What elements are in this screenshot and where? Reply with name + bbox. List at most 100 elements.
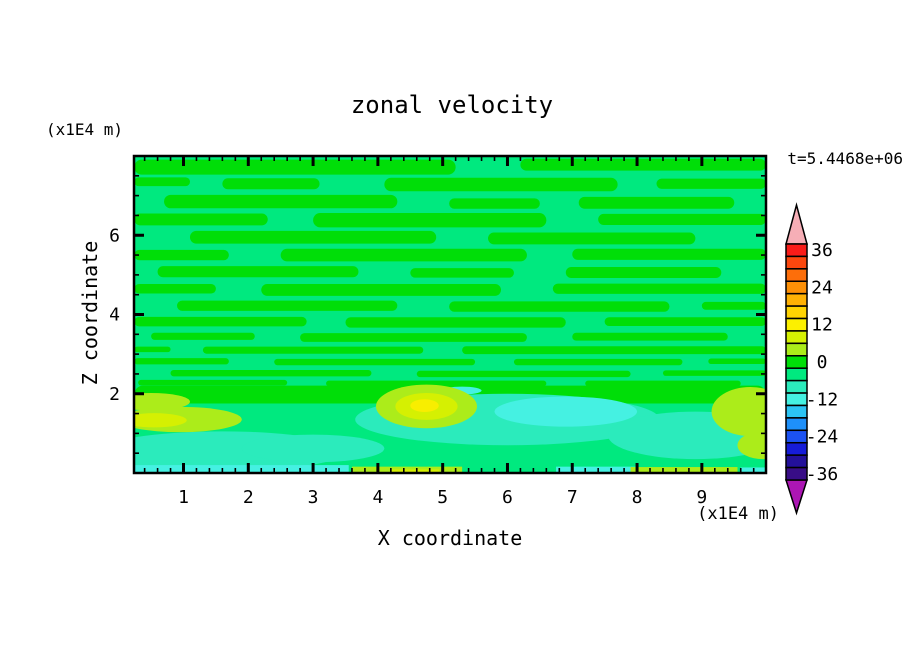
colorbar-box [785,280,808,295]
colorbar-box [785,417,808,432]
colorbar-box [785,292,808,307]
bottom-strip-chartreuse [630,467,738,473]
positive-velocity-streak [572,332,728,341]
positive-velocity-streak [134,213,268,226]
axis-ticks [134,156,766,473]
positive-velocity-streak [134,316,307,327]
z-axis-unit-label: (x1E4 m) [46,120,123,139]
bottom-strip-cyan [556,466,638,473]
x-tick-label: 1 [178,487,189,508]
positive-velocity-streak [189,230,437,244]
positive-velocity-streak [164,194,398,209]
z-axis-title: Z coordinate [78,241,102,386]
positive-velocity-streak [170,369,372,377]
contour-field [134,156,766,473]
x-tick-label: 2 [243,487,254,508]
axis-tick-labels: 1 2 3 4 5 6 7 8 9 2 4 6 [109,225,707,508]
positive-velocity-streak [177,300,398,311]
colorbar-label: 24 [811,277,833,298]
colorbar-label: 36 [811,240,833,261]
colorbar-label: 0 [817,352,828,373]
positive-velocity-streak [151,332,255,340]
positive-velocity-streak [134,249,229,261]
positive-velocity-streak [313,213,547,228]
bottom-strip-cyan [134,465,349,473]
positive-velocity-streak [274,358,476,366]
colorbar-box [785,454,808,469]
positive-velocity-streak [157,266,359,278]
positive-velocity-streak [585,380,741,387]
velocity-patch-chartreuse [737,431,766,460]
time-stamp-label: t=5.4468e+06 [787,149,903,168]
colorbar-over-arrow [785,202,808,245]
colorbar-label: -24 [806,427,839,448]
positive-velocity-streak [520,158,766,171]
plot-title: zonal velocity [351,91,553,119]
velocity-patch-cyan [494,396,638,427]
colorbar-box [785,342,808,357]
positive-velocity-streak [202,346,424,354]
colorbar-box [785,441,808,456]
positive-velocity-streak [384,177,618,192]
positive-velocity-streak [280,248,527,262]
colorbar: 36 24 12 0 -12 -24 -36 [784,202,839,516]
positive-velocity-streak [513,358,683,366]
positive-velocity-streak [410,268,514,278]
positive-velocity-streak [462,346,766,355]
bottom-strip-yellowgreen [390,469,440,473]
colorbar-box [785,392,808,407]
positive-velocity-streak [134,358,229,365]
velocity-patch-yellow [410,399,439,412]
positive-velocity-streak [134,346,171,353]
positive-velocity-streak [345,317,566,328]
velocity-patch-yellowgreen [134,413,187,428]
positive-velocity-streak [222,178,320,190]
positive-velocity-streak [449,198,540,209]
positive-velocity-streak [300,333,527,342]
positive-velocity-streak [138,379,288,386]
x-tick-label: 7 [567,487,578,508]
x-tick-label: 4 [372,487,383,508]
x-tick-label: 9 [696,487,707,508]
z-tick-label: 4 [109,305,120,326]
positive-velocity-streak [598,213,766,225]
positive-velocity-streak [656,178,766,189]
positive-velocity-streak [449,301,670,312]
velocity-patch-aqua [241,434,385,463]
colorbar-box [785,305,808,320]
z-tick-label: 2 [109,384,120,405]
positive-velocity-streak [701,301,766,310]
positive-velocity-streak [326,380,547,387]
positive-velocity-streak [552,283,766,294]
colorbar-box [785,317,808,332]
x-axis-unit-label: (x1E4 m) [697,504,779,524]
colorbar-box [785,429,808,444]
velocity-patch-chartreuse [711,387,766,437]
colorbar-box [785,379,808,394]
colorbar-box [785,355,808,369]
positive-velocity-streak [134,159,456,175]
x-tick-label: 3 [308,487,319,508]
positive-velocity-streak [134,177,190,187]
positive-velocity-streak [604,317,766,326]
positive-velocity-streak [134,283,216,294]
x-tick-label: 8 [632,487,643,508]
positive-velocity-streak [572,248,766,260]
colorbar-box [785,367,808,382]
colorbar-label: -12 [806,389,839,410]
positive-velocity-streak [662,370,766,376]
colorbar-box [785,330,808,345]
x-tick-label: 5 [437,487,448,508]
colorbar-box [785,243,808,258]
colorbar-under-arrow [784,479,809,516]
positive-velocity-streak [488,232,696,245]
x-axis-title: X coordinate [378,526,523,550]
colorbar-box [785,255,808,270]
colorbar-box [785,268,808,283]
colorbar-label: -36 [806,464,839,485]
positive-velocity-streak [416,370,631,378]
positive-velocity-streak [261,283,501,296]
x-tick-label: 6 [502,487,513,508]
